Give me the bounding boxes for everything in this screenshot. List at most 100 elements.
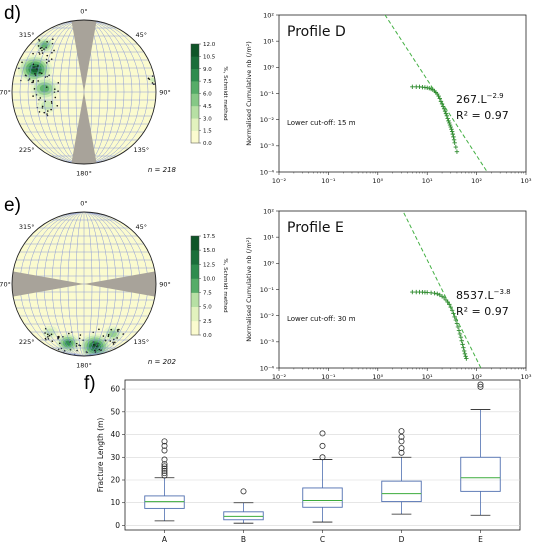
box-iqr xyxy=(381,480,422,503)
pole-point xyxy=(39,97,42,99)
pole-point xyxy=(98,328,100,331)
pole-point xyxy=(37,45,40,47)
data-point xyxy=(444,113,450,119)
colorbar-segment xyxy=(191,292,199,308)
pole-point xyxy=(18,67,20,70)
pole-point xyxy=(44,100,47,103)
pole-point xyxy=(41,52,44,54)
colorbar-segment xyxy=(191,68,199,82)
data-point xyxy=(456,328,462,333)
data-point xyxy=(454,149,460,154)
x-tick-label: 10⁻¹ xyxy=(321,373,336,381)
data-point xyxy=(425,290,430,295)
pole-point xyxy=(54,88,56,90)
outlier-point xyxy=(161,463,168,470)
outlier-point xyxy=(161,456,168,463)
colorbar-segment xyxy=(191,105,199,119)
pole-point xyxy=(41,105,44,108)
outlier-point xyxy=(398,433,405,440)
pole-point xyxy=(93,344,95,346)
box-a xyxy=(144,438,185,522)
y-tick-label: 60 xyxy=(110,385,120,394)
pole-point xyxy=(48,60,50,62)
r-squared: R² = 0.97 xyxy=(456,305,509,318)
data-point xyxy=(441,106,447,112)
data-point xyxy=(452,140,457,146)
panel-label-f: f) xyxy=(84,373,96,394)
colorbar-label: %, Schmidt method xyxy=(222,258,228,312)
data-point xyxy=(448,305,453,310)
colorbar-label: %, Schmidt method xyxy=(222,66,228,120)
data-point xyxy=(449,308,455,313)
pole-point xyxy=(118,328,120,331)
blind-zone-wedge xyxy=(84,270,156,298)
y-tick-label: 40 xyxy=(110,430,120,439)
pole-point xyxy=(38,111,41,113)
pole-point xyxy=(102,335,105,337)
outlier-point xyxy=(161,472,168,479)
box-b xyxy=(223,488,264,524)
colorbar-tick-label: 9.0 xyxy=(203,67,212,73)
pole-point xyxy=(62,355,64,356)
pole-point xyxy=(21,61,23,64)
plot-title: Profile D xyxy=(287,24,346,40)
box-d xyxy=(381,428,422,515)
data-point xyxy=(410,289,415,295)
box-iqr xyxy=(302,487,343,508)
stereonet-outline xyxy=(11,19,157,165)
y-tick-label: 10⁻² xyxy=(260,116,275,124)
blind-zone xyxy=(70,20,98,164)
data-point xyxy=(450,131,456,137)
fit-equation: 8537.L−3.8 xyxy=(456,288,511,302)
pole-point xyxy=(32,52,34,55)
outlier-point xyxy=(319,442,326,449)
pole-point xyxy=(48,74,50,77)
pole-point xyxy=(32,81,35,83)
pole-point xyxy=(47,336,49,338)
colorbar-tick-label: 3.0 xyxy=(203,116,212,122)
cutoff-label: Lower cut-off: 30 m xyxy=(287,315,356,323)
plot-area xyxy=(384,15,488,172)
data-point xyxy=(455,324,461,330)
y-tick-label: 0 xyxy=(115,521,120,530)
pole-point xyxy=(34,74,37,77)
pole-point xyxy=(57,336,59,338)
pole-point xyxy=(40,72,43,75)
data-point xyxy=(438,99,444,104)
pole-point xyxy=(50,108,52,111)
data-point xyxy=(457,331,463,337)
pole-point xyxy=(39,47,42,50)
outlier-point xyxy=(161,442,168,449)
pole-point xyxy=(79,334,82,336)
pole-point xyxy=(32,95,34,97)
fit-equation-base: 267.L xyxy=(456,93,487,106)
plot-frame xyxy=(278,14,527,173)
cutoff-label: Lower cut-off: 15 m xyxy=(287,119,356,127)
y-tick-label: 10⁻³ xyxy=(260,338,275,346)
x-tick-label: B xyxy=(241,535,246,544)
blind-zone xyxy=(12,270,156,298)
outlier-point xyxy=(398,428,405,435)
data-point xyxy=(447,122,453,128)
data-point xyxy=(447,120,452,126)
profile-d-plot: 10⁻² 10⁻¹ 10⁰ 10¹ 10² 10³ 10⁻⁴ 10⁻³ 10⁻² 10⁻¹ 10⁰ 1… xyxy=(245,11,532,185)
colorbar-tick-label: 12.0 xyxy=(203,42,216,48)
data-point xyxy=(443,111,449,116)
data-point xyxy=(435,291,440,297)
pole-point xyxy=(51,340,54,342)
y-tick-label: 10 xyxy=(110,498,120,507)
data-point xyxy=(437,96,443,101)
fit-equation-base: 8537.L xyxy=(456,289,494,302)
stereonet-e: 0° 45° 90° 135° 180° 225° 270° 315° n = 202 0.0 2.… xyxy=(0,200,228,370)
box-iqr xyxy=(223,511,264,521)
y-tick-label: 10⁰ xyxy=(263,64,274,72)
pole-point xyxy=(114,341,116,344)
blind-zone-wedge xyxy=(12,270,84,298)
pole-point xyxy=(107,333,110,336)
density-contour xyxy=(41,100,53,111)
colorbar-segment xyxy=(191,118,199,131)
x-tick-label: E xyxy=(478,535,483,544)
panel-label-e: e) xyxy=(4,195,21,216)
y-axis-label: Normalised Cumulative nb (/m²) xyxy=(245,41,253,146)
colorbar-tick-label: 15.0 xyxy=(203,248,216,254)
